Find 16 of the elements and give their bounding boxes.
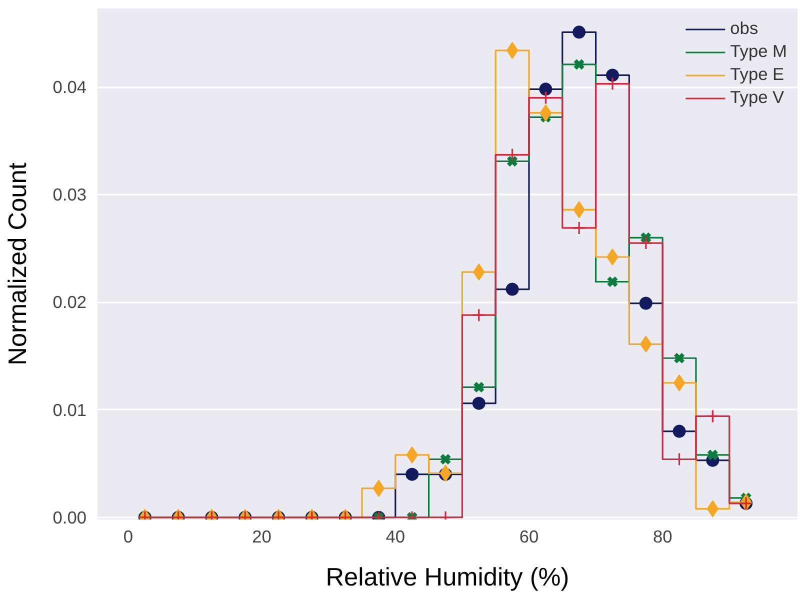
y-tick-label: 0.02 <box>52 292 87 312</box>
x-tick-label: 0 <box>123 526 134 546</box>
legend-label: Type V <box>730 87 784 108</box>
x-tick-label: 20 <box>252 526 272 546</box>
x-tick-label: 80 <box>652 526 672 546</box>
y-tick-label: 0.00 <box>52 507 87 528</box>
legend-label: obs <box>730 18 758 39</box>
y-axis-title: Normalized Count <box>4 162 32 366</box>
x-axis-title: Relative Humidity (%) <box>326 564 570 592</box>
x-tick-label: 40 <box>386 526 406 546</box>
legend-label: Type E <box>730 64 784 85</box>
y-tick-label: 0.04 <box>52 77 87 98</box>
y-tick-label: 0.03 <box>52 184 87 205</box>
y-tick-label: 0.01 <box>52 400 87 420</box>
x-tick-label: 60 <box>519 526 539 546</box>
legend-label: Type M <box>730 41 787 62</box>
